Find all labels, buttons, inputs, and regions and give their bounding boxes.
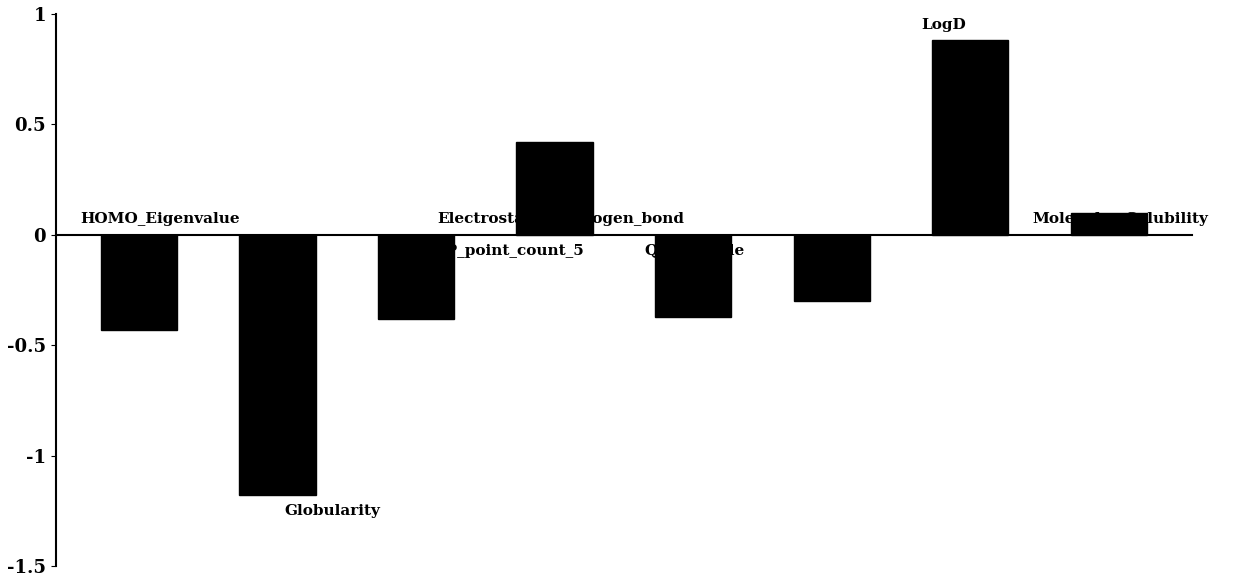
Bar [100, 235, 177, 330]
Text: ESP_point_count_5: ESP_point_count_5 [423, 244, 584, 258]
Text: Electrostatic_hydrogen_bond: Electrostatic_hydrogen_bond [436, 212, 683, 226]
Bar [239, 235, 316, 495]
Bar [1070, 213, 1147, 235]
Text: LogD: LogD [921, 18, 966, 32]
Bar [794, 235, 869, 301]
Text: HOMO_Eigenvalue: HOMO_Eigenvalue [81, 212, 241, 226]
Text: Molecular_Solubility: Molecular_Solubility [1033, 212, 1209, 226]
Bar [517, 142, 593, 235]
Text: Apol: Apol [825, 244, 863, 258]
Text: Quadrupole: Quadrupole [645, 244, 745, 258]
Bar [655, 235, 732, 317]
Text: Globularity: Globularity [284, 504, 381, 518]
Bar [378, 235, 454, 319]
Bar [932, 40, 1008, 235]
